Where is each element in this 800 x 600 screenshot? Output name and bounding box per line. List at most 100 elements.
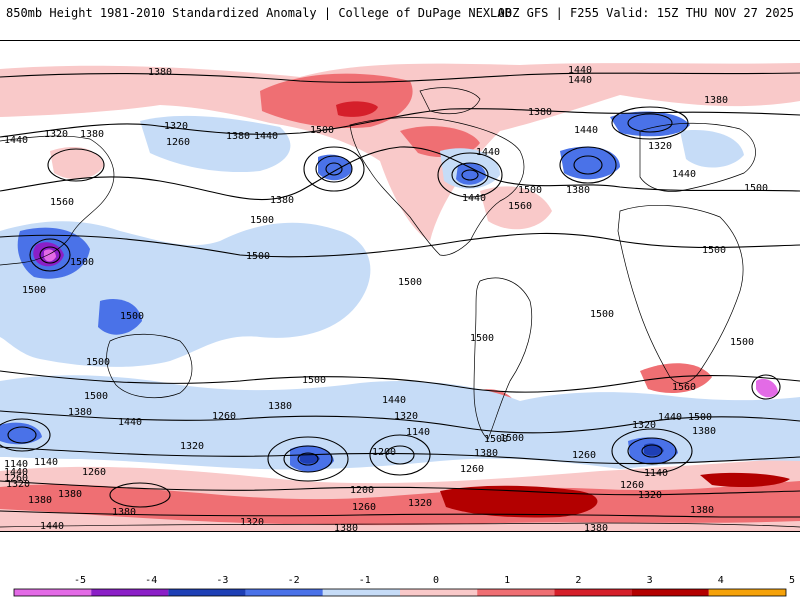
contour-label: 1260 [166,137,190,148]
contour-label: 1260 [620,480,644,491]
contour-label: 1380 [58,489,82,500]
contour-label: 1500 [702,245,726,256]
anomaly-neg2-aleutian [318,154,352,181]
anomaly-map: 1380 1440 1440 1380 1320 1380 1260 1380 … [0,40,800,532]
contour-label: 1260 [352,502,376,513]
contour-label: 1500 [688,412,712,423]
coastline-north-america [349,117,525,256]
contour-low-si-2 [627,437,677,465]
contour-label: 1200 [372,447,396,458]
colorbar-tick-label: 3 [647,575,653,586]
anomaly-neg2-iceland [610,111,690,137]
contour-label: 1380 [692,426,716,437]
colorbar-tick-label: -2 [288,575,300,586]
anomaly-pos2-greenland [260,73,413,129]
contour-label: 1260 [212,411,236,422]
height-contours [0,72,800,518]
contour-label: 1500 [730,337,754,348]
anomaly-neg5-south-indian-cutoff [756,378,778,398]
anomaly-pos2-southern-band [0,481,800,526]
continent-outlines [0,87,800,528]
contour-low-atlantic-2 [573,155,603,175]
contour-label: 1140 [4,459,28,470]
contour-label: 1320 [240,517,264,528]
contour-label: 1380 [112,507,136,518]
contour-label: 1500 [500,433,524,444]
contour-label: 1380 [704,95,728,106]
contour-label: 1440 [118,417,142,428]
contour-label: 1440 [4,135,28,146]
contour-label: 1560 [50,197,74,208]
colorbar-tick-label: 5 [789,575,795,586]
contour-label: 1320 [6,479,30,490]
contour-label: 1260 [82,467,106,478]
contour-label: 1260 [4,473,28,484]
colorbar-segment [477,589,555,596]
contour-label: 1380 [68,407,92,418]
colorbar-tick-labels: -5 -4 -3 -2 -1 0 1 2 3 4 5 [74,575,795,586]
colorbar-tick-label: -1 [359,575,371,586]
contour-label: 1440 [254,131,278,142]
contour-low-typhoon-2 [39,246,61,264]
contour-low-sp-2 [283,445,333,473]
anomaly-pos3-greenland-core [336,101,378,117]
anomaly-neg1-europe [680,130,744,168]
contour-label: 1440 [476,147,500,158]
contour-low-hudson-2 [451,162,489,188]
contour-label: 1320 [632,420,656,431]
contour-1440-south [0,410,800,434]
contour-low-antarctic-1 [109,482,171,508]
contour-low-aleutian-1 [303,146,365,192]
contour-1500-north [0,146,800,201]
contour-label: 1500 [518,185,542,196]
contour-label: 1380 [584,523,608,532]
contour-label: 1560 [672,382,696,393]
contour-low-sp-east [369,434,431,476]
run-valid-time: 00Z GFS | F255 Valid: 15Z THU NOV 27 202… [497,6,794,20]
contour-label: 1440 [672,169,696,180]
contour-low-sw-pacific-2 [7,426,37,444]
colorbar-segment [245,589,323,596]
contour-label: 1380 [148,67,172,78]
contour-label: 1500 [246,251,270,262]
colorbar-segment [708,589,786,596]
anomaly-pos4-south-pacific [440,485,598,518]
contour-label: 1140 [644,468,668,479]
contour-label: 1440 [658,412,682,423]
coastline-antarctica [0,522,800,528]
contour-label: 1500 [70,257,94,268]
colorbar-tick-label: 4 [718,575,724,586]
contour-1500-south [0,370,800,393]
colorbar-segment [554,589,632,596]
colorbar-segment [322,589,400,596]
contour-label: 1320 [394,411,418,422]
contour-low-aleutian-2 [315,155,353,183]
colorbar-segment [400,589,478,596]
contour-1440-arctic [0,108,800,138]
anomaly-colorbar: -5 -4 -3 -2 -1 0 1 2 3 4 5 [13,575,795,597]
contour-1380-arctic [0,72,800,83]
anomaly-pos1-atlantic [480,186,552,230]
contour-1260-south [0,480,800,496]
contour-label: 1500 [484,434,508,445]
colorbar-tick-label: -4 [145,575,157,586]
contour-label: 1500 [310,125,334,136]
contour-label: 1260 [572,450,596,461]
contour-low-iceland-2 [627,113,673,133]
contour-label: 1440 [382,395,406,406]
contour-label: 1380 [80,129,104,140]
contour-label: 1500 [590,309,614,320]
colorbar-segment [14,589,92,596]
contour-label: 1440 [568,65,592,76]
anomaly-pos1-china [50,146,104,180]
contour-label: 1380 [474,448,498,459]
colorbar-outline [13,588,787,597]
contour-label: 1320 [44,129,68,140]
anomaly-pos1-north [0,63,800,241]
contour-low-si-3 [641,444,663,458]
colorbar-tick-label: 1 [504,575,510,586]
contour-label: 1440 [4,467,28,478]
anomaly-neg1-pacific-broad [0,221,371,367]
contour-label: 1320 [648,141,672,152]
contour-low-typhoon-1 [29,238,71,272]
